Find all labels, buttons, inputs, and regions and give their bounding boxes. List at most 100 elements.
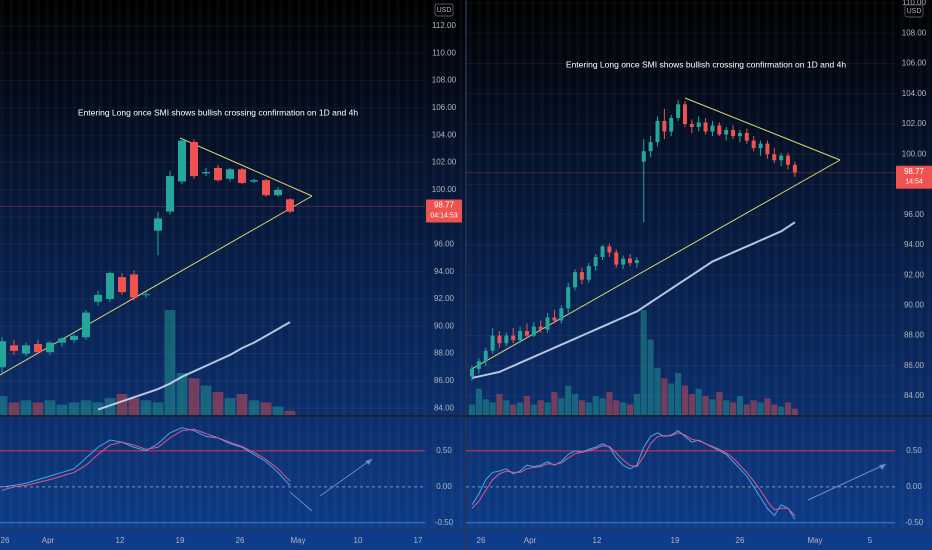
candle-body [94,294,102,302]
price-tick-label: 96.00 [434,239,455,248]
candle-body [46,342,54,353]
candle-body [518,331,523,341]
volume-bar [709,399,716,415]
candle-body [202,172,210,174]
smi-tick-label: -0.50 [905,518,924,527]
volume-bar [516,402,524,415]
candle-body [786,155,791,165]
candle-body [765,143,770,155]
volume-bar [606,391,613,415]
candle-body [703,122,708,132]
volume-bar [784,402,792,415]
price-tick-label: 104.00 [432,130,457,139]
currency-box [904,4,924,18]
volume-bar [20,400,32,415]
volume-bar [176,373,188,415]
candle-body [792,164,797,173]
volume-bar [633,394,640,415]
candle-body [142,294,150,296]
candle-body [190,141,198,177]
candle-body [717,125,722,135]
candle-body [648,142,653,152]
candle-body [118,277,126,293]
volume-bar [503,400,510,415]
candle-body [579,272,584,280]
volume-bar [537,400,544,415]
volume-bar [654,367,661,415]
volume-bar [510,404,517,415]
volume-bar [620,402,627,415]
volume-bar [688,394,695,415]
time-tick-label: 26 [236,536,245,545]
volume-bar [771,404,778,415]
candle-body [130,274,138,298]
candle-body [58,338,66,343]
volume-bar [778,406,785,415]
volume-bar [723,400,730,415]
price-tick-label: 86.00 [904,361,925,370]
volume-bar [104,398,116,415]
time-tick-label: May [807,536,822,545]
candle-body [262,180,270,196]
volume-bar [695,388,702,415]
candle-body [238,169,246,183]
candle-body [490,335,495,351]
smi-line [1,427,291,488]
volume-bar [613,400,620,415]
trendline [469,159,841,371]
last-price-box [896,165,932,189]
price-tick-label: 92.00 [434,294,455,303]
candle-body [22,345,30,354]
volume-bar [764,398,771,415]
volume-bar [32,402,44,415]
price-tick-label: 94.00 [434,267,455,276]
smi-line [1,428,291,491]
candle-body [34,344,42,353]
volume-bar [80,400,92,415]
time-tick-label: Apr [524,536,537,545]
candle-body [524,331,529,336]
volume-bar [571,394,579,415]
candle-body [0,341,6,368]
price-tick-label: 102.00 [902,119,927,128]
price-tick-label: 84.00 [434,403,455,412]
volume-bar [152,402,164,415]
volume-bar [56,404,68,415]
volume-bar [757,402,764,415]
volume-bar [736,396,744,415]
candle-body [274,189,282,196]
candle-body [511,335,516,341]
candle-body [106,273,114,299]
price-tick-label: 84.00 [904,391,925,400]
smi-line [471,430,796,520]
volume-bar [248,400,260,415]
volume-bar [716,391,723,415]
volume-bar [8,402,20,415]
candle-body [286,199,294,212]
volume-bar [140,400,152,415]
volume-bar [544,402,551,415]
time-tick-label: 19 [671,536,680,545]
candle-body [497,335,502,344]
candle-body [731,130,736,137]
candle-body [166,176,174,212]
price-tick-label: 94.00 [904,240,925,249]
currency-label: USD [907,8,922,15]
time-tick-label: 19 [176,536,185,545]
candle-body [758,143,763,149]
price-tick-label: 92.00 [904,270,925,279]
volume-bar [647,339,654,415]
price-tick-label: 90.00 [434,321,455,330]
annotation: Entering Long once SMI shows bullish cro… [78,107,358,117]
candle-body [10,345,18,351]
trendline [684,97,841,161]
volume-bar [489,402,496,415]
volume-bar [475,388,482,415]
volume-bar [0,396,8,415]
price-tick-label: 100.00 [902,149,927,158]
volume-bar [558,398,565,415]
time-tick-label: Apr [42,536,55,545]
candle-body [621,258,626,265]
candle-body [214,167,222,181]
